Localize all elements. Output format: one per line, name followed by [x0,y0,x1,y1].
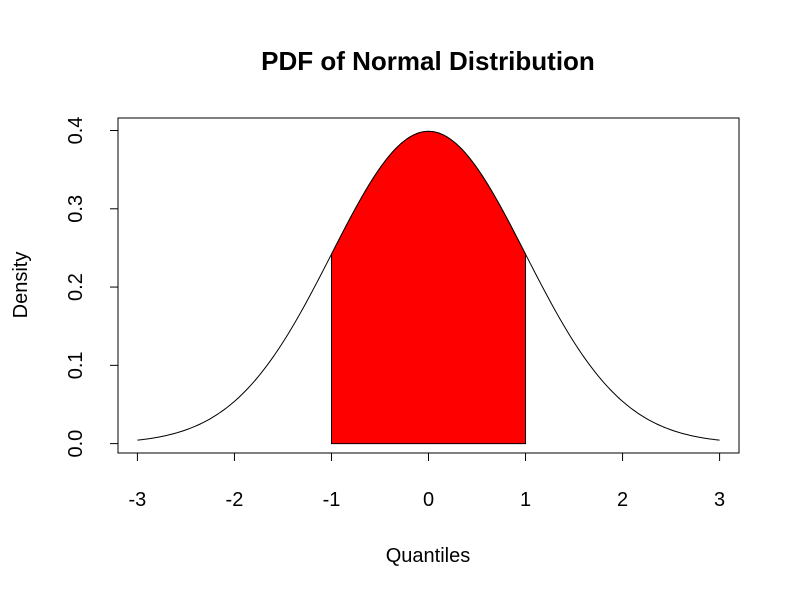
x-tick-label: -3 [129,489,147,511]
x-tick-label: -2 [226,489,244,511]
x-axis-label: Quantiles [386,545,471,567]
x-tick-label: 0 [423,489,434,511]
shaded-area [330,130,527,445]
y-axis: 0.0 0.1 0.2 0.3 0.4 [65,117,119,458]
y-tick-label: 0.3 [65,195,87,223]
chart-title: PDF of Normal Distribution [261,46,595,76]
y-tick-label: 0.4 [65,117,87,145]
y-tick-label: 0.2 [65,273,87,301]
x-tick-label: 2 [617,489,628,511]
y-axis-label: Density [10,252,32,319]
x-tick-label: -1 [323,489,341,511]
y-tick-label: 0.1 [65,351,87,379]
x-tick-label: 3 [714,489,725,511]
plot-area [137,130,720,445]
x-axis: -3 -2 -1 0 1 2 3 [129,452,725,511]
y-tick-label: 0.0 [65,430,87,458]
x-tick-label: 1 [520,489,531,511]
